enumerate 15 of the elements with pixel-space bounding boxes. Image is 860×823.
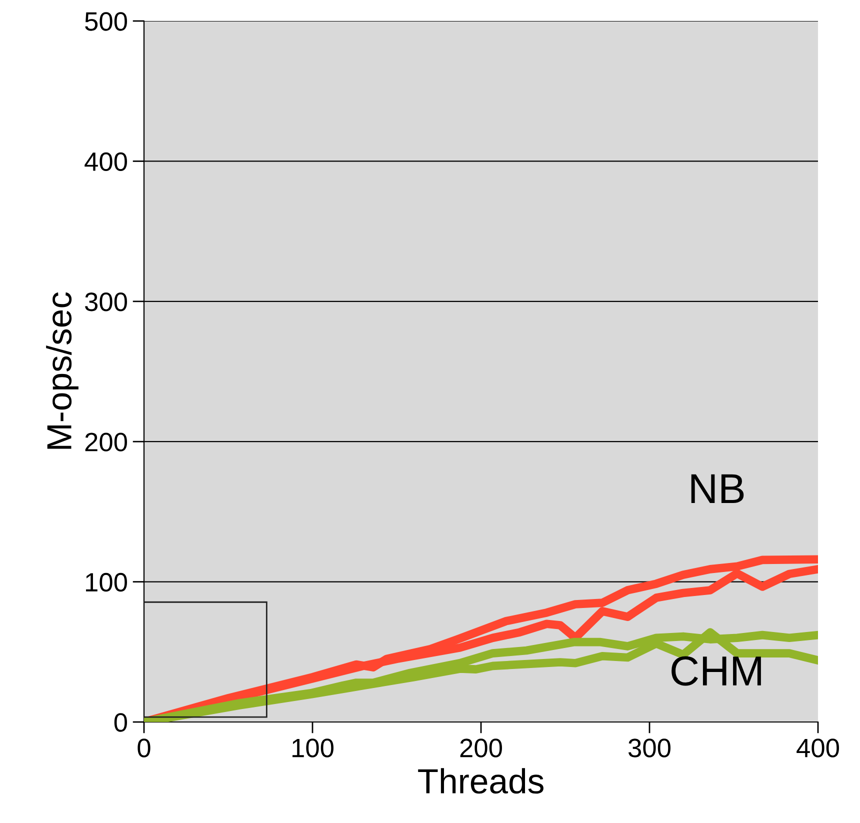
y-axis-title: M-ops/sec bbox=[46, 292, 78, 449]
y-tick-label: 200 bbox=[85, 432, 127, 452]
series-label: CHM bbox=[672, 656, 761, 686]
series-label: NB bbox=[691, 474, 744, 504]
x-tick-label: 300 bbox=[628, 738, 670, 758]
x-tick-label: 0 bbox=[138, 738, 150, 758]
x-tick-label: 400 bbox=[796, 738, 839, 758]
y-tick-label: 100 bbox=[86, 572, 127, 592]
y-tick-label: 300 bbox=[85, 292, 127, 312]
x-axis-title: Threads bbox=[418, 768, 544, 794]
x-tick-label: 100 bbox=[292, 738, 334, 758]
y-tick-label: 0 bbox=[114, 713, 127, 732]
x-tick-label: 200 bbox=[460, 738, 502, 758]
y-tick-label: 500 bbox=[85, 12, 127, 31]
y-tick-label: 400 bbox=[84, 152, 127, 172]
